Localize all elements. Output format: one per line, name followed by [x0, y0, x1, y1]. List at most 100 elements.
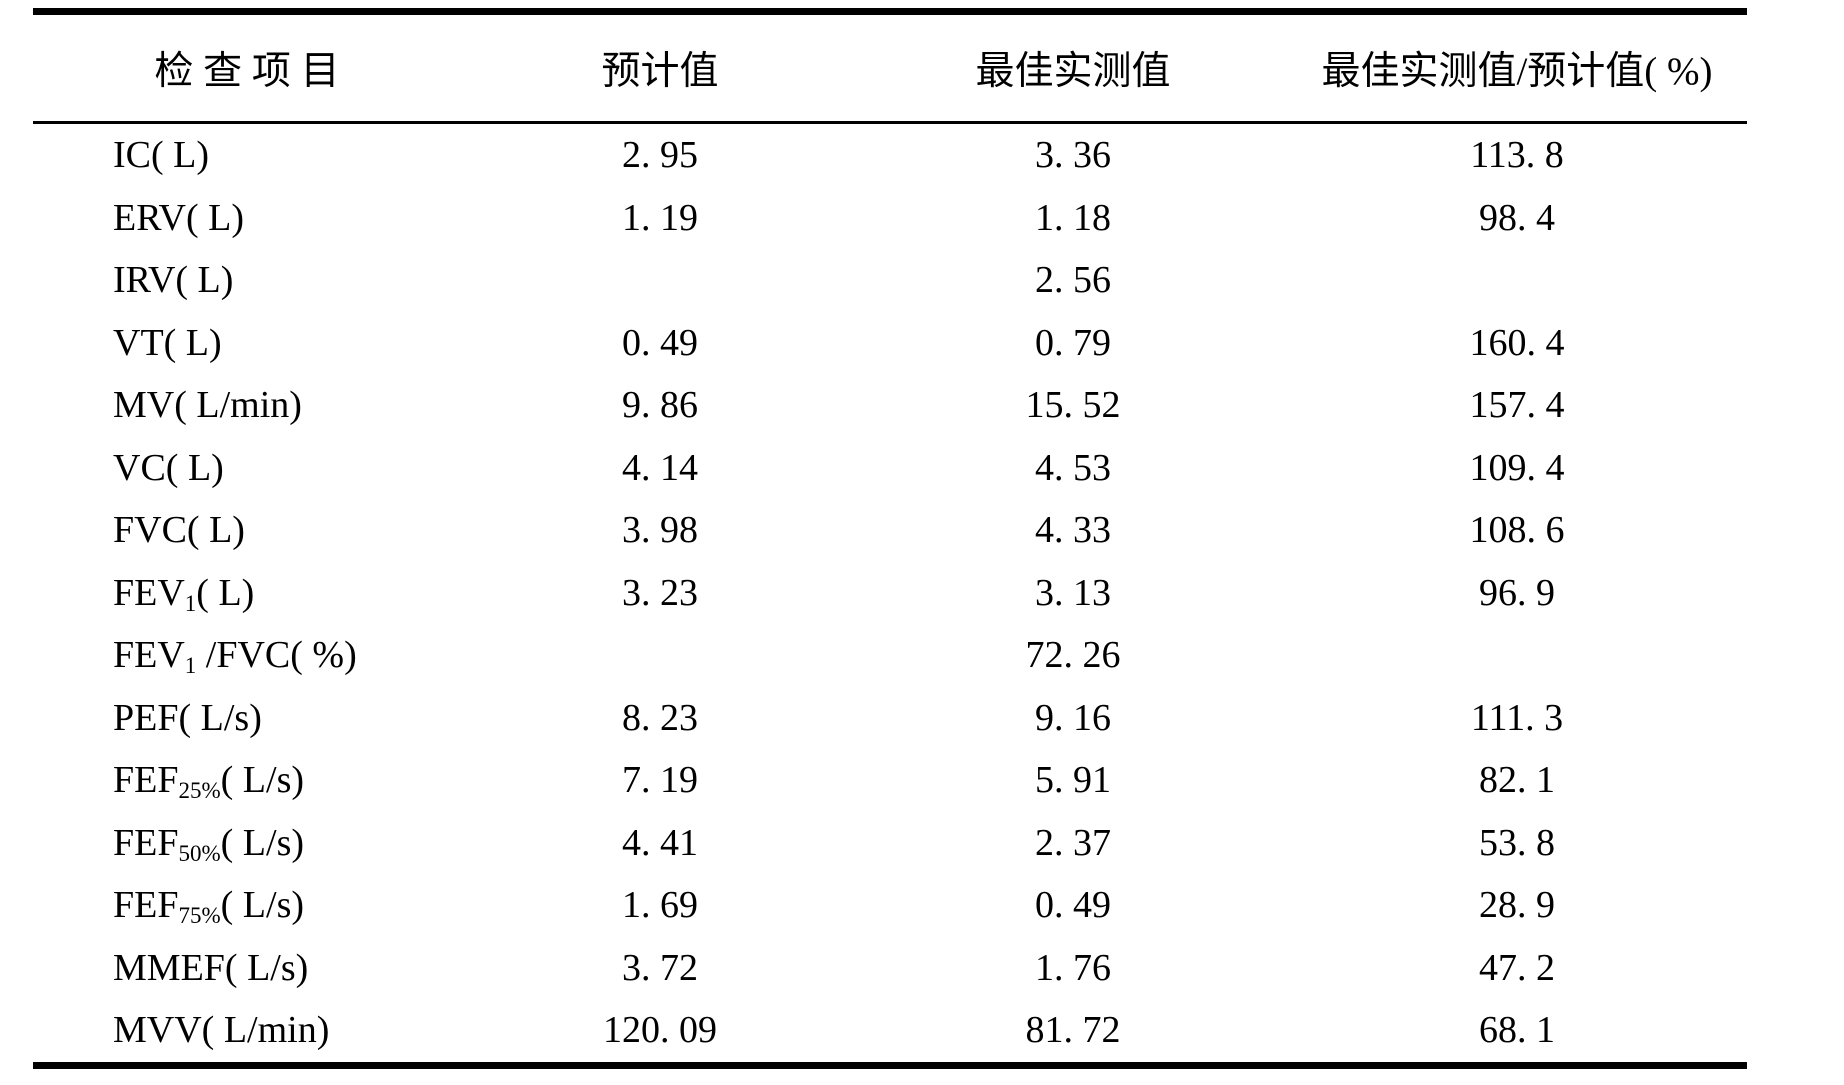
test-item-cell: MV( L/min): [33, 374, 461, 437]
table-row: VC( L) 4. 14 4. 53 109. 4: [33, 437, 1747, 500]
ratio-value: 53. 8: [1479, 821, 1555, 864]
predicted-value: 9. 86: [622, 384, 698, 427]
table-row: MMEF( L/s) 3. 72 1. 76 47. 2: [33, 937, 1747, 1000]
test-item-cell: FVC( L): [33, 499, 461, 562]
ratio-value: 82. 1: [1479, 759, 1555, 802]
predicted-value: [461, 624, 859, 687]
measured-value: 3. 13: [1035, 571, 1111, 614]
measured-value: 4. 53: [1035, 446, 1111, 489]
label-text: IC( L): [113, 134, 210, 177]
test-item-cell: MVV( L/min): [33, 999, 461, 1065]
label-subscript: 1: [184, 590, 197, 616]
test-item-cell: IC( L): [33, 123, 461, 187]
ratio-value: 111. 3: [1470, 696, 1564, 739]
label-subscript: 50%: [178, 840, 221, 866]
table-row: FEF75%( L/s) 1. 69 0. 49 28. 9: [33, 874, 1747, 937]
label-text: ERV( L): [113, 196, 244, 239]
table-row: IRV( L) 2. 56: [33, 249, 1747, 312]
table-row: MV( L/min) 9. 86 15. 52 157. 4: [33, 374, 1747, 437]
ratio-value: 108. 6: [1469, 509, 1565, 552]
label-text: FEF: [113, 759, 179, 802]
label-subscript: 75%: [178, 903, 221, 928]
label-suffix: /FVC( %): [196, 634, 357, 677]
table-row: MVV( L/min) 120. 09 81. 72 68. 1: [33, 999, 1747, 1065]
measured-value: 1. 18: [1035, 196, 1111, 239]
label-suffix: ( L/s): [220, 821, 305, 864]
table-row: PEF( L/s) 8. 23 9. 16 111. 3: [33, 687, 1747, 750]
table-row: FEV1 /FVC( %) 72. 26: [33, 624, 1747, 687]
label-subscript: 25%: [178, 778, 221, 803]
predicted-value: 1. 69: [622, 884, 698, 927]
table-row: FEF25%( L/s) 7. 19 5. 91 82. 1: [33, 749, 1747, 812]
predicted-value: 4. 14: [622, 446, 698, 489]
table-row: IC( L) 2. 95 3. 36 113. 8: [33, 123, 1747, 187]
label-text: PEF( L/s): [113, 696, 262, 739]
label-suffix: ( L/s): [220, 884, 305, 927]
measured-value: 2. 56: [1035, 259, 1111, 302]
predicted-value: [461, 249, 859, 312]
label-text: FVC( L): [113, 509, 245, 552]
test-item-cell: FEF75%( L/s): [33, 874, 461, 937]
predicted-value: 3. 72: [622, 946, 698, 989]
col-header-test-item: 检 查 项 目: [33, 11, 461, 124]
ratio-value: [1287, 249, 1747, 312]
predicted-value: 7. 19: [622, 759, 698, 802]
col-header-best-measured: 最佳实测值: [859, 11, 1287, 124]
label-text: MMEF( L/s): [113, 946, 309, 989]
measured-value: 72. 26: [1025, 634, 1121, 677]
predicted-value: 1. 19: [622, 196, 698, 239]
table-row: FEV1( L) 3. 23 3. 13 96. 9: [33, 562, 1747, 625]
measured-value: 15. 52: [1025, 384, 1121, 427]
label-text: FEV: [113, 571, 185, 614]
label-suffix: ( L/s): [220, 759, 305, 802]
ratio-value: 160. 4: [1469, 321, 1565, 364]
col-header-ratio-percent: 最佳实测值/预计值( %): [1287, 11, 1747, 124]
ratio-value: 68. 1: [1479, 1009, 1555, 1052]
measured-value: 2. 37: [1035, 821, 1111, 864]
test-item-cell: PEF( L/s): [33, 687, 461, 750]
header-row: 检 查 项 目 预计值 最佳实测值 最佳实测值/预计值( %): [33, 11, 1747, 124]
test-item-cell: VC( L): [33, 437, 461, 500]
ratio-value: 96. 9: [1479, 571, 1555, 614]
measured-value: 0. 79: [1035, 321, 1111, 364]
test-item-cell: FEF25%( L/s): [33, 749, 461, 812]
predicted-value: 3. 98: [622, 509, 698, 552]
test-item-cell: FEV1 /FVC( %): [33, 624, 461, 687]
ratio-value: 157. 4: [1469, 384, 1565, 427]
test-item-cell: MMEF( L/s): [33, 937, 461, 1000]
measured-value: 4. 33: [1035, 509, 1111, 552]
ratio-value: [1287, 624, 1747, 687]
measured-value: 9. 16: [1035, 696, 1111, 739]
predicted-value: 3. 23: [622, 571, 698, 614]
label-text: MV( L/min): [113, 384, 302, 427]
label-text: IRV( L): [113, 259, 234, 302]
measured-value: 0. 49: [1035, 884, 1111, 927]
label-text: VC( L): [113, 446, 224, 489]
col-header-predicted: 预计值: [461, 11, 859, 124]
predicted-value: 8. 23: [622, 696, 698, 739]
measured-value: 81. 72: [1025, 1009, 1121, 1052]
label-suffix: ( L): [196, 571, 255, 614]
table-row: FVC( L) 3. 98 4. 33 108. 6: [33, 499, 1747, 562]
predicted-value: 120. 09: [603, 1009, 717, 1052]
ratio-value: 109. 4: [1469, 446, 1565, 489]
measured-value: 3. 36: [1035, 134, 1111, 177]
label-text: FEV: [113, 634, 185, 677]
label-text: FEF: [113, 821, 179, 864]
test-item-cell: FEF50%( L/s): [33, 812, 461, 875]
table-row: ERV( L) 1. 19 1. 18 98. 4: [33, 187, 1747, 250]
predicted-value: 0. 49: [622, 321, 698, 364]
label-text: MVV( L/min): [113, 1009, 330, 1052]
test-item-cell: VT( L): [33, 312, 461, 375]
measured-value: 5. 91: [1035, 759, 1111, 802]
ratio-value: 47. 2: [1479, 946, 1555, 989]
table-row: VT( L) 0. 49 0. 79 160. 4: [33, 312, 1747, 375]
measured-value: 1. 76: [1035, 946, 1111, 989]
ratio-value: 28. 9: [1479, 884, 1555, 927]
label-subscript: 1: [184, 653, 197, 678]
predicted-value: 2. 95: [622, 134, 698, 177]
test-item-cell: IRV( L): [33, 249, 461, 312]
predicted-value: 4. 41: [622, 821, 698, 864]
table-row: FEF50%( L/s) 4. 41 2. 37 53. 8: [33, 812, 1747, 875]
